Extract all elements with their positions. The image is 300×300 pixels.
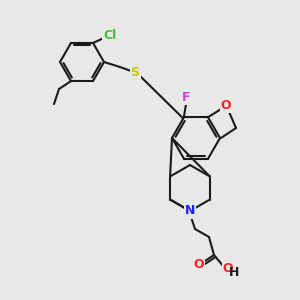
Text: N: N [185, 205, 195, 218]
Text: O: O [221, 99, 231, 112]
Text: Cl: Cl [103, 29, 117, 42]
Text: S: S [130, 65, 140, 79]
Text: O: O [194, 259, 204, 272]
Text: F: F [182, 91, 190, 104]
Text: H: H [229, 266, 239, 278]
Text: O: O [223, 262, 233, 275]
